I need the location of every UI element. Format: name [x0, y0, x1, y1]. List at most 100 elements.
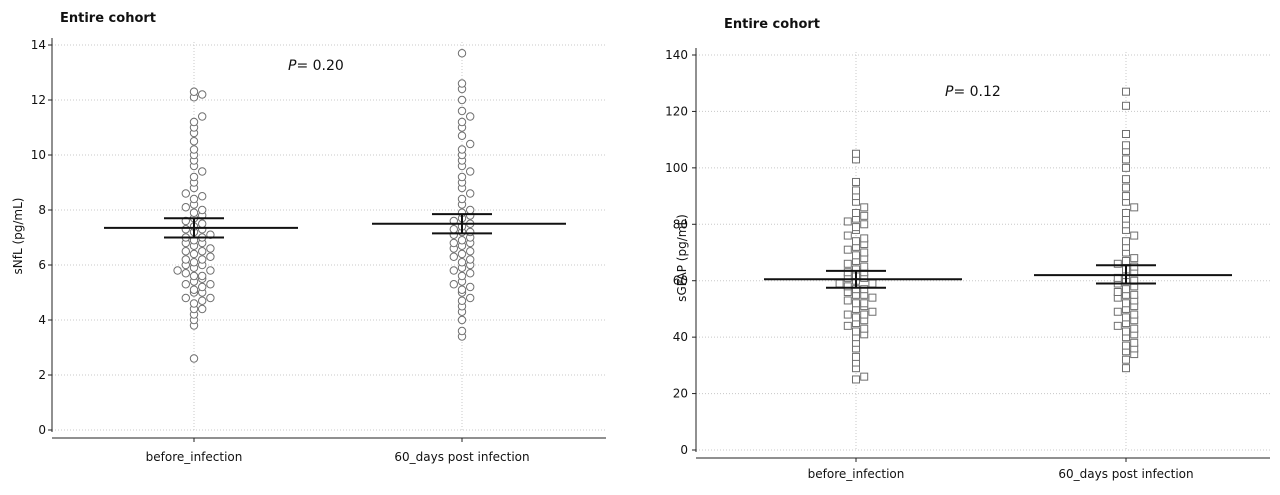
data-point	[198, 271, 207, 281]
data-point	[860, 262, 869, 271]
axes	[695, 48, 1270, 462]
data-point	[457, 145, 467, 154]
data-point	[1130, 262, 1139, 271]
data-point	[843, 282, 852, 291]
x-category-labels: before_infection 60_days post infection	[808, 467, 1194, 481]
data-point	[457, 172, 467, 182]
snfl-chart-svg: Entire cohort sNfL (pg/mL) P= 0.20 0 2 4 6 8…	[11, 11, 606, 464]
p-value-annotation: P= 0.12	[945, 84, 1001, 100]
data-point	[198, 167, 207, 176]
snfl-chart: Entire cohort sNfL (pg/mL) P= 0.20 0 2 4 6 8…	[0, 0, 640, 491]
data-point	[189, 258, 199, 267]
data-point	[1122, 355, 1130, 364]
data-point	[860, 285, 869, 294]
data-point	[457, 296, 467, 305]
data-point	[1122, 141, 1130, 150]
data-point	[457, 49, 467, 58]
data-point	[457, 315, 467, 325]
data-point	[1113, 307, 1122, 316]
data-points	[173, 49, 475, 363]
data-point	[868, 307, 877, 316]
y-tick-label: 0	[680, 443, 688, 457]
data-point	[1122, 101, 1130, 110]
data-point	[457, 131, 467, 140]
data-point	[852, 352, 860, 361]
p-value-text: = 0.20	[296, 58, 343, 74]
data-point	[868, 279, 877, 288]
data-point	[189, 249, 199, 259]
summary-bars	[104, 213, 566, 239]
data-point	[466, 227, 475, 237]
data-point	[457, 194, 467, 204]
data-point	[1122, 209, 1130, 217]
data-point	[198, 90, 207, 99]
data-point	[206, 280, 215, 289]
data-point	[189, 285, 199, 294]
data-points	[835, 87, 1139, 384]
data-point	[457, 326, 467, 336]
data-point	[181, 225, 191, 234]
data-point	[198, 219, 207, 228]
data-point	[1130, 338, 1139, 347]
y-tick-label: 14	[31, 38, 46, 52]
data-point	[466, 293, 475, 303]
data-point	[843, 321, 852, 330]
grid-lines	[696, 52, 1270, 451]
data-point	[860, 310, 869, 319]
data-point	[181, 247, 191, 256]
data-point	[466, 247, 475, 256]
data-point	[852, 186, 860, 195]
data-point	[843, 231, 852, 240]
data-point	[189, 194, 199, 204]
data-point	[1130, 310, 1139, 319]
data-point	[852, 327, 860, 336]
data-point	[181, 255, 191, 264]
data-point	[198, 296, 207, 305]
data-point	[181, 203, 191, 212]
grid-lines	[52, 42, 606, 431]
data-point	[189, 145, 199, 154]
data-point	[457, 106, 467, 116]
data-point	[852, 313, 860, 322]
x-category-label: 60_days post infection	[1058, 467, 1193, 481]
data-point	[852, 177, 860, 186]
data-point	[189, 208, 199, 217]
data-point	[1122, 130, 1130, 138]
data-point	[835, 279, 844, 288]
data-point	[852, 375, 860, 384]
x-category-labels: before_infection 60_days post infection	[146, 450, 530, 464]
data-point	[457, 95, 467, 105]
chart-title: Entire cohort	[60, 11, 156, 26]
y-tick-label: 8	[38, 203, 46, 217]
data-point	[860, 234, 869, 243]
data-point	[466, 167, 475, 176]
data-point	[457, 249, 467, 259]
data-point	[1113, 321, 1122, 330]
data-point	[1122, 364, 1130, 373]
data-point	[1130, 254, 1139, 263]
x-category-label: 60_days post infection	[394, 450, 529, 464]
data-point	[466, 189, 475, 198]
data-point	[860, 372, 869, 381]
summary-bars	[764, 264, 1232, 289]
data-point	[457, 258, 467, 267]
data-point	[449, 225, 458, 234]
data-point	[852, 237, 860, 246]
data-point	[1122, 237, 1130, 246]
data-point	[843, 268, 852, 277]
y-tick-label: 6	[38, 258, 46, 272]
data-point	[860, 220, 869, 229]
y-tick-label: 80	[673, 217, 688, 231]
data-point	[1122, 155, 1130, 164]
p-value-prefix: P	[945, 84, 954, 100]
data-point	[449, 238, 458, 248]
y-tick-label: 2	[38, 368, 46, 382]
data-point	[189, 87, 199, 96]
data-point	[457, 117, 467, 127]
data-point	[198, 255, 207, 264]
data-point	[189, 354, 199, 363]
data-point	[189, 117, 199, 127]
data-point	[1130, 231, 1139, 240]
data-point	[457, 271, 467, 281]
y-axis-label: sGFAP (pg/mL)	[675, 214, 689, 302]
